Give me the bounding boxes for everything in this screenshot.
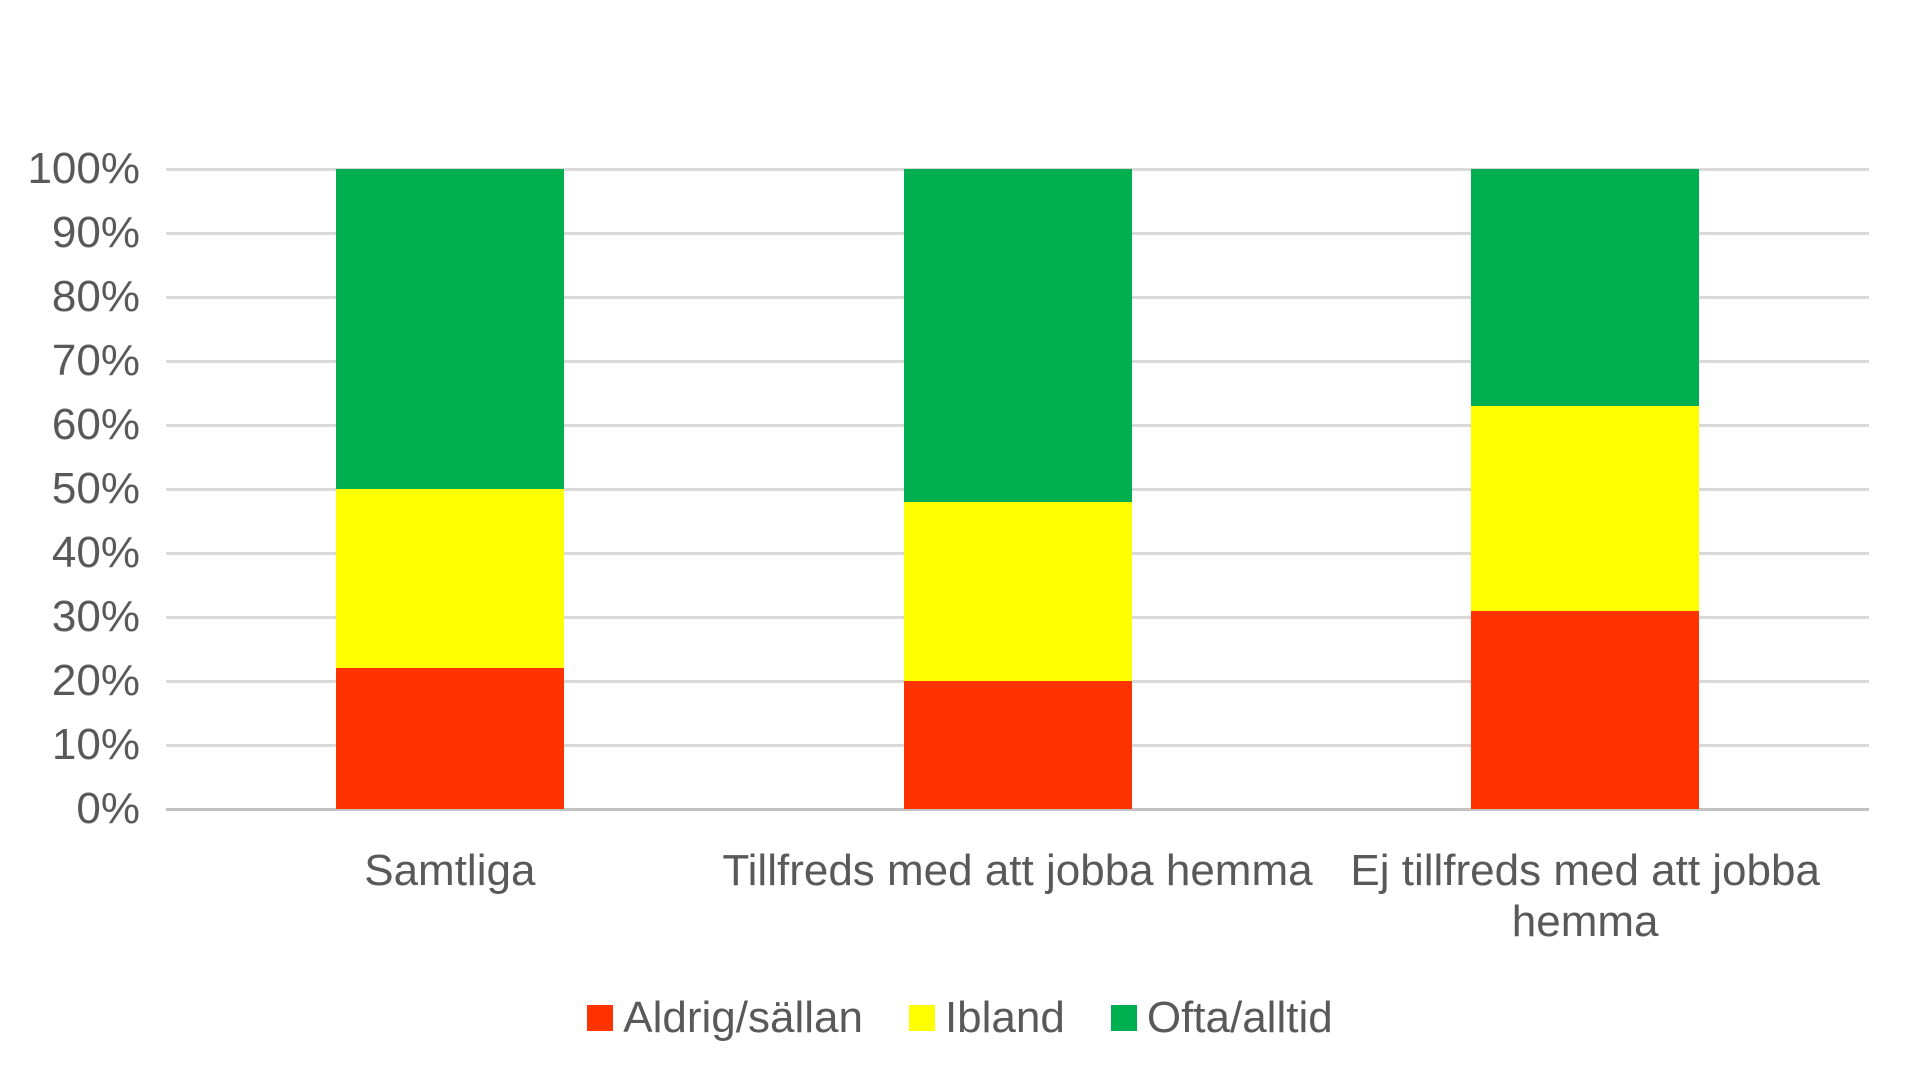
bar-segment-ofta-alltid — [335, 169, 564, 490]
bar-segment-aldrig-s-llan — [903, 681, 1132, 809]
plot-area — [166, 167, 1869, 811]
legend-item: Ofta/alltid — [1110, 992, 1333, 1044]
y-axis-tick-label: 70% — [51, 336, 140, 385]
bar-segment-ibland — [1471, 405, 1700, 611]
bar-column — [335, 169, 564, 809]
y-axis-tick-label: 80% — [51, 272, 140, 321]
bar-column — [903, 169, 1132, 809]
bar-segment-ofta-alltid — [903, 169, 1132, 502]
bar-segment-aldrig-s-llan — [335, 668, 564, 809]
bar-segment-ibland — [903, 501, 1132, 681]
legend-swatch-icon — [587, 1005, 614, 1031]
bar-segment-ibland — [335, 489, 564, 669]
legend-item: Aldrig/sällan — [587, 992, 863, 1044]
category-label: Tillfreds med att jobba hemma — [722, 846, 1313, 895]
category-label: Samtliga — [364, 846, 536, 895]
y-axis-tick-label: 100% — [27, 144, 140, 193]
y-axis-tick-label: 10% — [51, 720, 140, 769]
x-axis-line — [166, 807, 1869, 811]
gridline — [166, 167, 1869, 171]
y-axis-tick-label: 30% — [51, 592, 140, 641]
y-axis-tick-label: 20% — [51, 656, 140, 705]
y-axis-tick-label: 60% — [51, 400, 140, 449]
y-axis-tick-label: 0% — [76, 784, 140, 833]
legend-swatch-icon — [1110, 1005, 1137, 1031]
category-label: Ej tillfreds med att jobba hemma — [1350, 846, 1820, 946]
legend: Aldrig/sällan Ibland Ofta/alltid — [0, 992, 1920, 1044]
legend-label: Aldrig/sällan — [623, 993, 863, 1042]
bar-segment-ofta-alltid — [1471, 169, 1700, 406]
y-axis-tick-label: 50% — [51, 464, 140, 513]
bar-segment-aldrig-s-llan — [1471, 610, 1700, 809]
legend-swatch-icon — [908, 1005, 935, 1031]
legend-item: Ibland — [908, 992, 1065, 1044]
legend-label: Ibland — [944, 993, 1065, 1042]
bar-column — [1471, 169, 1700, 809]
y-axis-tick-label: 40% — [51, 528, 140, 577]
y-axis-tick-label: 90% — [51, 208, 140, 257]
legend-label: Ofta/alltid — [1146, 993, 1333, 1042]
